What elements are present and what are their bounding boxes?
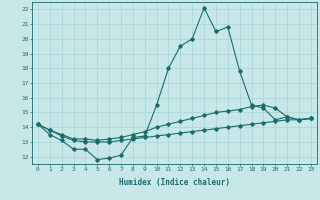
X-axis label: Humidex (Indice chaleur): Humidex (Indice chaleur) bbox=[119, 178, 230, 187]
